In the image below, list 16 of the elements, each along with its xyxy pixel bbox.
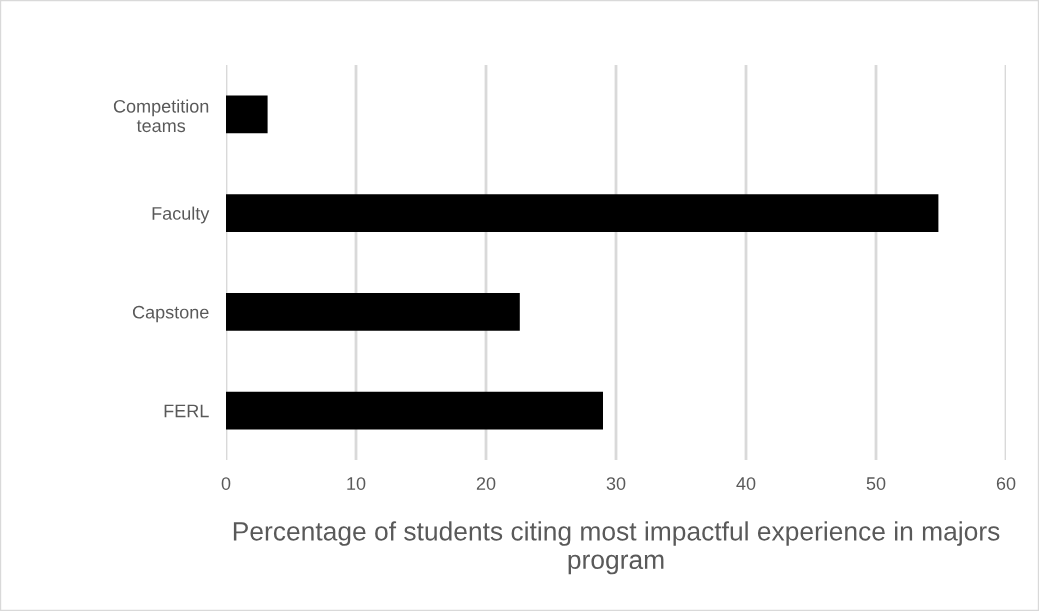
x-tick-label: 60 [996, 477, 1016, 490]
bar [226, 293, 520, 331]
bar [226, 95, 268, 134]
y-tick-label: Faculty [152, 206, 210, 224]
x-tick-label: 0 [221, 477, 231, 490]
x-axis-title: Percentage of students citing most impactful experience in majors program [233, 521, 1000, 575]
x-tick-label: 20 [476, 477, 496, 490]
bar [226, 391, 603, 430]
x-tick-label: 50 [866, 477, 886, 490]
x-tick-label: 10 [347, 477, 366, 490]
x-tick-label: 40 [736, 477, 756, 490]
y-tick-label: Competition teams [113, 99, 209, 133]
bar [226, 194, 939, 232]
y-tick-label: Capstone [132, 305, 209, 323]
x-tick-label: 30 [606, 477, 626, 490]
y-tick-label: FERL [164, 404, 209, 418]
